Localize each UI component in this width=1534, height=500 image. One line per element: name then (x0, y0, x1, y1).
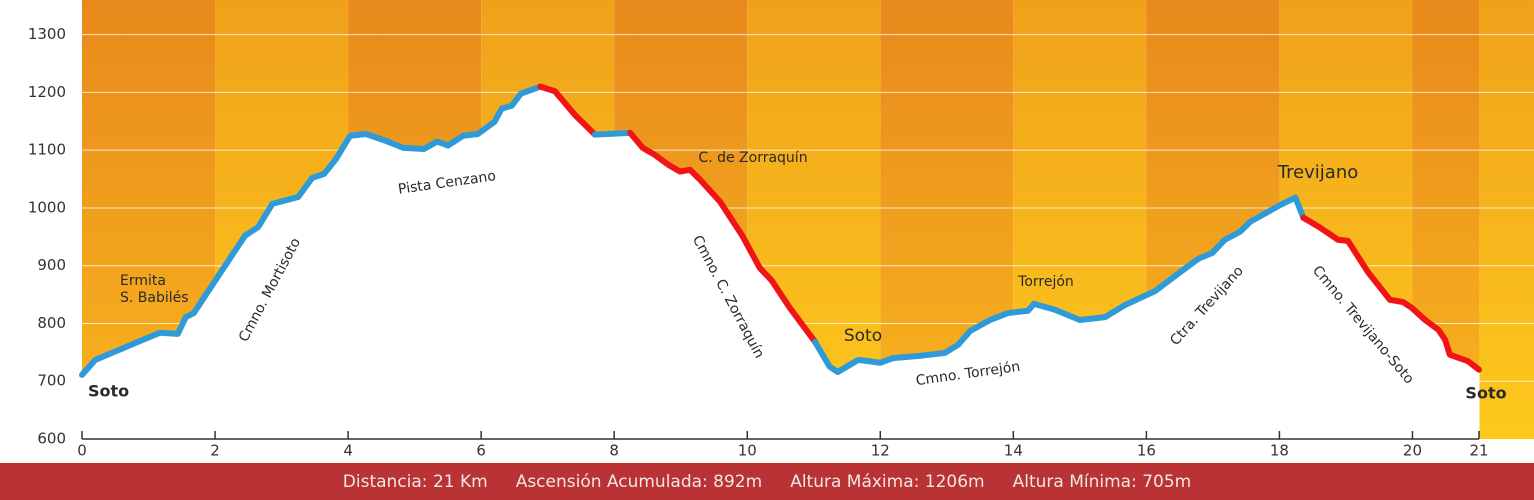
x-tick-label: 8 (609, 442, 619, 460)
y-tick-label: 1100 (28, 141, 66, 159)
y-tick-label: 1300 (28, 25, 66, 43)
y-tick-label: 900 (37, 256, 66, 274)
stat: Distancia: 21 Km (342, 471, 488, 492)
annotation: Ermita (120, 273, 166, 289)
y-tick-label: 800 (37, 314, 66, 332)
stat: Altura Máxima: 1206m (790, 471, 985, 492)
footer: Distancia: 21 Km Ascensión Acumulada: 89… (0, 463, 1534, 500)
profile-line (537, 83, 598, 138)
x-tick-label: 6 (476, 442, 486, 460)
x-tick-label: 4 (343, 442, 353, 460)
annotation: Soto (1465, 384, 1506, 403)
x-tick-label: 0 (77, 442, 87, 460)
y-tick-label: 700 (37, 372, 66, 390)
annotation: Trevijano (1277, 162, 1359, 183)
profile-line (591, 129, 634, 138)
stat: Altura Mínima: 705m (1012, 471, 1192, 492)
profile-line (812, 194, 1307, 375)
x-tick-label: 10 (738, 442, 757, 460)
annotation: C. de Zorraquín (698, 150, 807, 166)
band (1479, 0, 1534, 439)
x-tick-label: 18 (1270, 442, 1289, 460)
profile-line (1300, 214, 1482, 373)
profile-line (627, 129, 819, 345)
area (539, 85, 596, 440)
y-tick-label: 1000 (28, 198, 66, 216)
x-tick-label: 16 (1137, 442, 1156, 460)
stat: Ascensión Acumulada: 892m (515, 471, 763, 492)
x-tick-label: 14 (1004, 442, 1023, 460)
annotation: Soto (844, 326, 882, 346)
profile-line (79, 83, 544, 378)
annotation: S. Babilés (120, 290, 189, 306)
chart: 600 700 800 900 1000 1100 1200 1300 0 2 4 6 8 10 12 14 1… (28, 0, 1534, 460)
area (594, 132, 631, 440)
y-tick-label: 600 (37, 430, 66, 448)
x-tick-label: 20 (1403, 442, 1422, 460)
x-tick-label: 12 (871, 442, 890, 460)
y-tick-label: 1200 (28, 83, 66, 101)
x-tick-label: 2 (210, 442, 220, 460)
annotation: Soto (88, 382, 129, 401)
x-tick-label: 21 (1469, 442, 1488, 460)
annotation: Torrejón (1017, 274, 1074, 290)
